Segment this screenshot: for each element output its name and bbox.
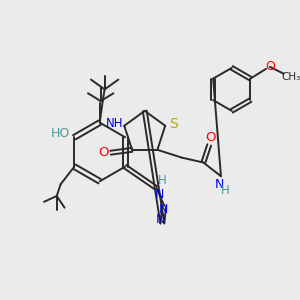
Text: O: O xyxy=(265,60,275,74)
Text: O: O xyxy=(205,130,215,144)
Text: H: H xyxy=(220,184,229,197)
Text: N: N xyxy=(155,188,164,202)
Text: CH₃: CH₃ xyxy=(281,72,300,82)
Text: S: S xyxy=(169,117,177,131)
Text: O: O xyxy=(98,146,109,159)
Text: N: N xyxy=(159,203,168,216)
Text: NH: NH xyxy=(106,117,123,130)
Text: N: N xyxy=(156,213,165,226)
Text: N: N xyxy=(214,178,224,190)
Text: H: H xyxy=(158,174,167,187)
Text: HO: HO xyxy=(51,127,70,140)
